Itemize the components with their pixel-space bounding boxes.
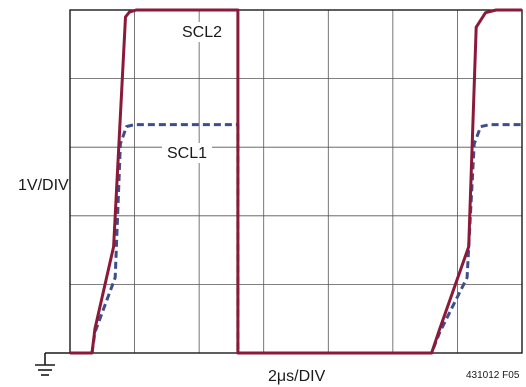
trace-label-background: [162, 143, 212, 163]
trace-scl1: [70, 123, 522, 355]
trace-label-scl1: SCL1: [167, 145, 207, 162]
waveform-traces: [70, 8, 522, 355]
y-axis-label: 1V/DIV: [18, 177, 69, 194]
plot-grid: [70, 10, 522, 353]
x-axis-label: 2μs/DIV: [268, 368, 326, 385]
ground-icon: [35, 352, 70, 376]
trace-labels: SCL2 SCL1: [162, 22, 227, 163]
trace-label-background: [177, 22, 227, 42]
figure-id: 431012 F05: [466, 370, 520, 381]
plot-frame: [69, 9, 523, 354]
trace-label-scl2: SCL2: [182, 24, 222, 41]
trace-scl2: [70, 8, 522, 355]
